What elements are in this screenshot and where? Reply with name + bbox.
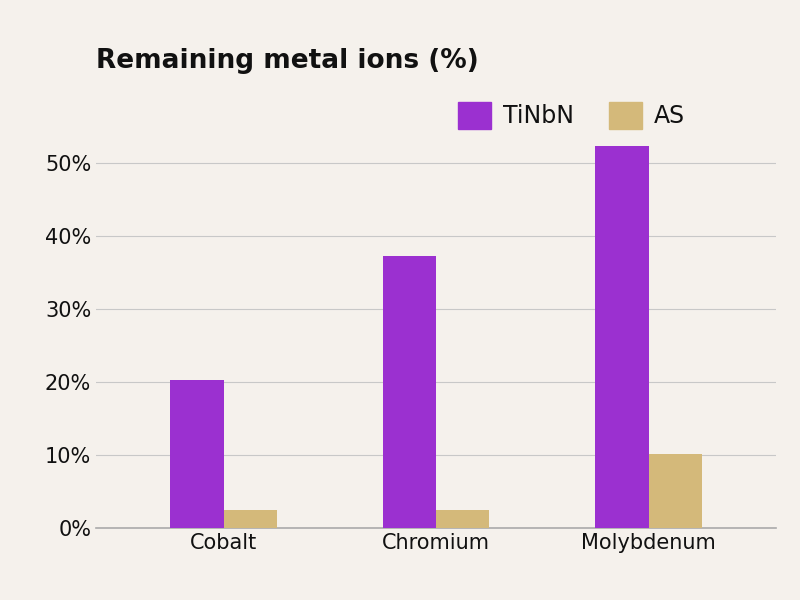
Bar — [223, 510, 277, 528]
Bar — [595, 146, 649, 528]
Bar — [649, 454, 702, 528]
Text: Remaining metal ions (%): Remaining metal ions (%) — [96, 48, 478, 74]
Bar — [436, 510, 489, 528]
Bar — [170, 380, 223, 528]
Legend: TiNbN, AS: TiNbN, AS — [458, 102, 686, 129]
Bar — [383, 256, 436, 528]
